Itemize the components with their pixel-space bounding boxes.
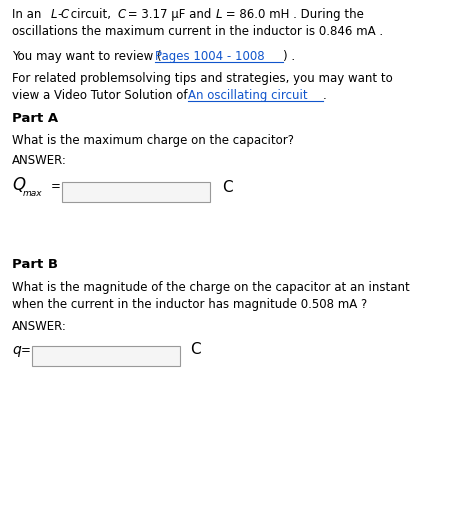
Text: =: = [51,180,61,193]
Text: Part B: Part B [12,258,58,271]
Text: oscillations the maximum current in the inductor is 0.846 mA .: oscillations the maximum current in the … [12,25,383,38]
Text: -: - [57,8,61,21]
Text: ANSWER:: ANSWER: [12,320,67,333]
Text: =: = [21,344,31,357]
Text: circuit,: circuit, [67,8,115,21]
Text: .: . [323,89,327,102]
Text: What is the magnitude of the charge on the capacitor at an instant: What is the magnitude of the charge on t… [12,281,410,294]
Text: ANSWER:: ANSWER: [12,154,67,167]
Text: when the current in the inductor has magnitude 0.508 mA ?: when the current in the inductor has mag… [12,298,367,311]
Text: L: L [216,8,222,21]
Text: ) .: ) . [283,50,295,63]
Text: For related problemsolving tips and strategies, you may want to: For related problemsolving tips and stra… [12,72,393,85]
Text: Pages 1004 - 1008: Pages 1004 - 1008 [155,50,264,63]
Text: Part A: Part A [12,112,58,125]
FancyBboxPatch shape [62,182,210,202]
Text: = 86.0 mH . During the: = 86.0 mH . During the [222,8,364,21]
Text: max: max [23,189,43,198]
Text: An oscillating circuit: An oscillating circuit [188,89,308,102]
FancyBboxPatch shape [32,346,180,366]
Text: In an: In an [12,8,45,21]
Text: C: C [61,8,69,21]
Text: q: q [12,343,21,357]
Text: You may want to review (: You may want to review ( [12,50,162,63]
Text: What is the maximum charge on the capacitor?: What is the maximum charge on the capaci… [12,134,294,147]
Text: L: L [51,8,57,21]
Text: view a Video Tutor Solution of: view a Video Tutor Solution of [12,89,191,102]
Text: Q: Q [12,176,25,194]
Text: C: C [222,180,233,195]
Text: C: C [190,342,201,357]
Text: C: C [118,8,126,21]
Text: = 3.17 μF and: = 3.17 μF and [124,8,215,21]
